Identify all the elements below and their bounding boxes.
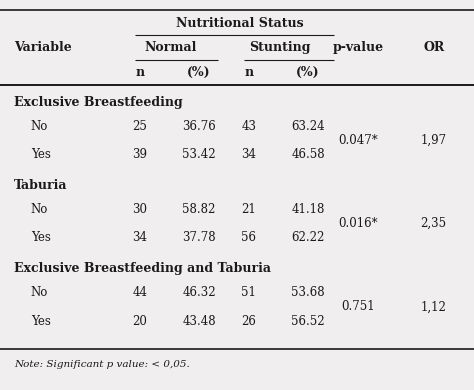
Text: 0.751: 0.751: [341, 300, 374, 313]
Text: 1,97: 1,97: [420, 134, 447, 147]
Text: 2,35: 2,35: [420, 217, 447, 230]
Text: 43.48: 43.48: [182, 314, 216, 328]
Text: p-value: p-value: [332, 41, 383, 55]
Text: 37.78: 37.78: [182, 231, 216, 245]
Text: Yes: Yes: [31, 314, 51, 328]
Text: 46.58: 46.58: [292, 148, 325, 161]
Text: 0.016*: 0.016*: [338, 217, 378, 230]
Text: Variable: Variable: [14, 41, 72, 55]
Text: 34: 34: [132, 231, 147, 245]
Text: n: n: [244, 66, 254, 80]
Text: (%): (%): [187, 66, 211, 80]
Text: 53.42: 53.42: [182, 148, 216, 161]
Text: 41.18: 41.18: [292, 203, 325, 216]
Text: 43: 43: [241, 120, 256, 133]
Text: n: n: [135, 66, 145, 80]
Text: Exclusive Breastfeeding: Exclusive Breastfeeding: [14, 96, 183, 109]
Text: OR: OR: [423, 41, 444, 55]
Text: Nutritional Status: Nutritional Status: [175, 16, 303, 30]
Text: 0.047*: 0.047*: [338, 134, 378, 147]
Text: 21: 21: [241, 203, 256, 216]
Text: Stunting: Stunting: [249, 41, 310, 55]
Text: Normal: Normal: [145, 41, 197, 55]
Text: 44: 44: [132, 286, 147, 299]
Text: 34: 34: [241, 148, 256, 161]
Text: 51: 51: [241, 286, 256, 299]
Text: No: No: [31, 120, 48, 133]
Text: 56: 56: [241, 231, 256, 245]
Text: Yes: Yes: [31, 231, 51, 245]
Text: 1,12: 1,12: [421, 300, 447, 313]
Text: 53.68: 53.68: [292, 286, 325, 299]
Text: 56.52: 56.52: [292, 314, 325, 328]
Text: 26: 26: [241, 314, 256, 328]
Text: 63.24: 63.24: [292, 120, 325, 133]
Text: 46.32: 46.32: [182, 286, 216, 299]
Text: 39: 39: [132, 148, 147, 161]
Text: 58.82: 58.82: [182, 203, 216, 216]
Text: 20: 20: [132, 314, 147, 328]
Text: (%): (%): [296, 66, 320, 80]
Text: Exclusive Breastfeeding and Taburia: Exclusive Breastfeeding and Taburia: [14, 262, 271, 275]
Text: 25: 25: [132, 120, 147, 133]
Text: Taburia: Taburia: [14, 179, 68, 192]
Text: 30: 30: [132, 203, 147, 216]
Text: Yes: Yes: [31, 148, 51, 161]
Text: No: No: [31, 286, 48, 299]
Text: Note: Significant p value: < 0,05.: Note: Significant p value: < 0,05.: [14, 360, 190, 369]
Text: 36.76: 36.76: [182, 120, 216, 133]
Text: 62.22: 62.22: [292, 231, 325, 245]
Text: No: No: [31, 203, 48, 216]
